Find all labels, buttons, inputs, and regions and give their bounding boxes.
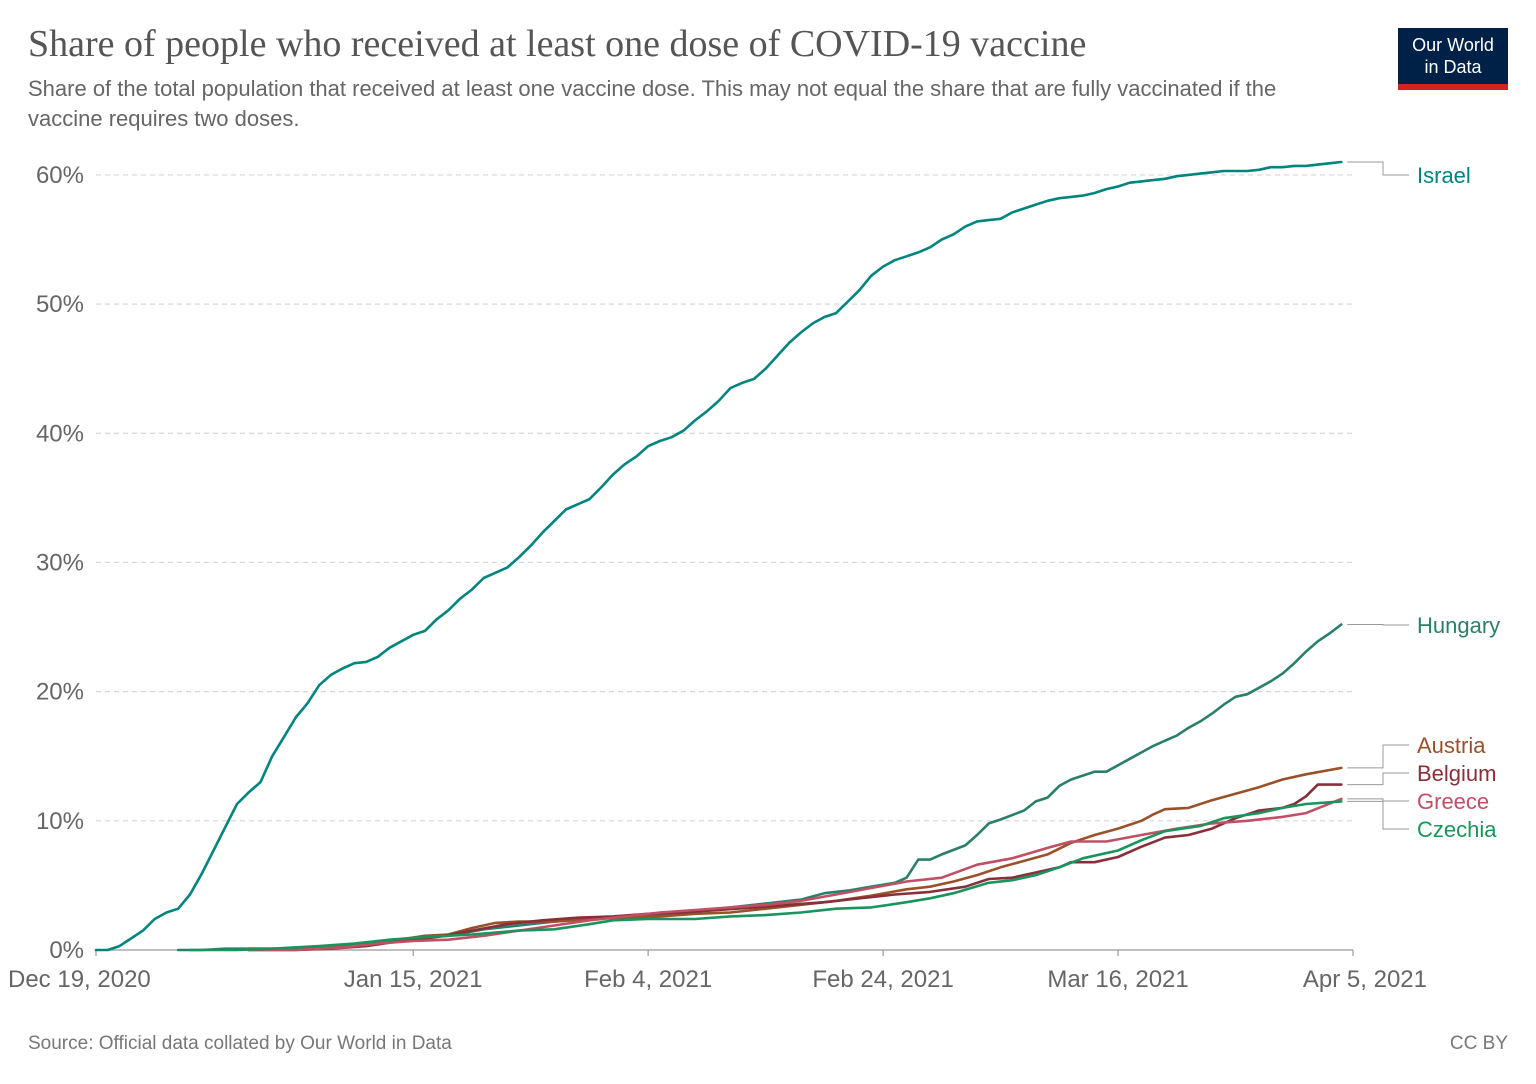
label-connector (1347, 744, 1409, 769)
series-label-greece[interactable]: Greece (1417, 789, 1489, 814)
line-chart: 0% 10% 20% 30% 40% 50% 60% Dec 19, 2020 Jan 15,… (8, 160, 1500, 993)
series-label-israel[interactable]: Israel (1417, 163, 1471, 188)
logo-line-1: Our World (1412, 35, 1494, 55)
series-label-austria[interactable]: Austria (1417, 733, 1486, 758)
chart-title: Share of people who received at least on… (28, 23, 1087, 65)
series-line-austria[interactable] (247, 766, 1343, 950)
label-connector (1347, 161, 1409, 176)
series-label-czechia[interactable]: Czechia (1417, 817, 1497, 842)
y-tick-label: 10% (36, 808, 84, 835)
label-connector (1347, 772, 1409, 786)
series-line-greece[interactable] (247, 797, 1343, 952)
logo-line-2: in Data (1424, 57, 1482, 77)
series-line-israel[interactable] (94, 160, 1343, 952)
series-lines (94, 160, 1343, 952)
y-tick-labels: 0% 10% 20% 30% 40% 50% 60% (36, 162, 84, 964)
x-axis: Dec 19, 2020 Jan 15, 2021 Feb 4, 2021 Feb 2… (8, 949, 1427, 993)
owid-logo[interactable]: Our World in Data (1398, 28, 1508, 90)
label-connector (1347, 798, 1409, 802)
y-gridlines (96, 174, 1353, 822)
x-tick-label: Feb 24, 2021 (812, 966, 953, 993)
y-tick-label: 20% (36, 679, 84, 706)
y-tick-label: 0% (49, 937, 84, 964)
series-label-belgium[interactable]: Belgium (1417, 761, 1496, 786)
x-tick-label: Dec 19, 2020 (8, 966, 151, 993)
label-connector (1347, 624, 1409, 626)
chart-subtitle: Share of the total population that recei… (28, 76, 1277, 131)
y-tick-label: 50% (36, 291, 84, 318)
label-connector (1347, 800, 1409, 830)
series-line-czechia[interactable] (188, 800, 1343, 952)
y-tick-label: 40% (36, 420, 84, 447)
x-tick-label: Jan 15, 2021 (344, 966, 483, 993)
series-line-hungary[interactable] (176, 623, 1343, 952)
license-link[interactable]: CC BY (1449, 1033, 1508, 1054)
series-label-hungary[interactable]: Hungary (1417, 613, 1500, 638)
x-tick-label: Apr 5, 2021 (1303, 966, 1427, 993)
series-labels: Israel Hungary Austria Belgium Greece Czechia (1347, 161, 1500, 842)
source-note: Source: Official data collated by Our Wo… (28, 1033, 452, 1054)
x-tick-label: Feb 4, 2021 (584, 966, 712, 993)
y-tick-label: 30% (36, 549, 84, 576)
y-tick-label: 60% (36, 162, 84, 189)
x-tick-label: Mar 16, 2021 (1047, 966, 1188, 993)
